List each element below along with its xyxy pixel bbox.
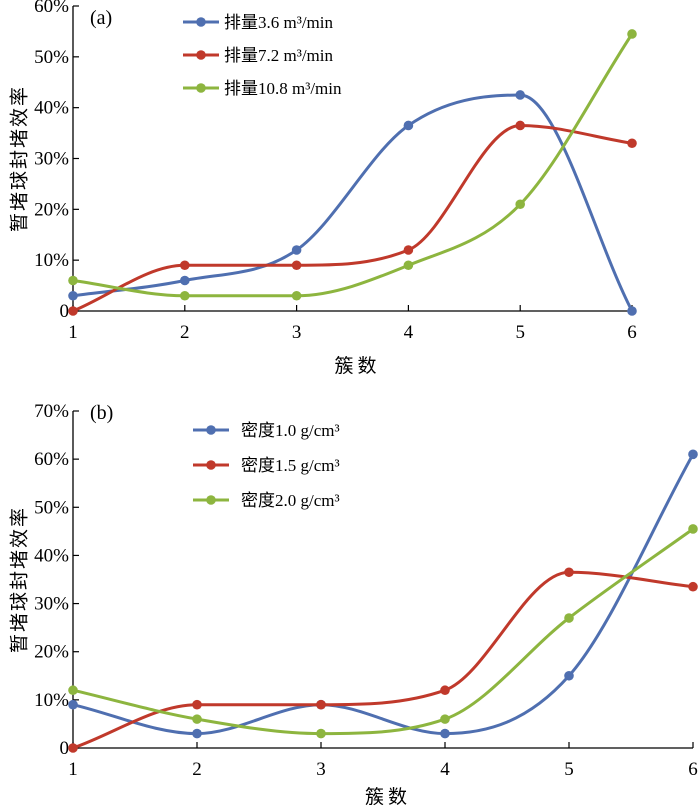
x-axis-label: 簇数 [365, 786, 411, 808]
data-point [68, 699, 78, 710]
data-point [316, 728, 326, 739]
data-point [403, 245, 414, 255]
data-point [403, 260, 414, 271]
y-tick-label: 50% [34, 47, 69, 68]
y-tick-label: 10% [34, 690, 69, 711]
x-tick-label: 6 [627, 322, 637, 343]
x-tick-label: 3 [316, 759, 326, 780]
data-point [688, 449, 698, 460]
y-tick-label: 60% [34, 0, 69, 17]
data-point [688, 581, 698, 592]
legend-marker-3 [196, 83, 206, 93]
data-point [180, 275, 190, 286]
y-tick-label: 40% [34, 98, 69, 119]
series-line-3 [71, 32, 634, 298]
data-point [68, 275, 78, 286]
legend-marker-1 [206, 425, 216, 435]
x-tick-label: 2 [180, 322, 190, 343]
y-tick-label: 0 [60, 301, 70, 322]
data-point [564, 670, 574, 681]
y-tick-label: 20% [34, 642, 69, 663]
data-point [68, 290, 78, 301]
y-tick-label: 20% [34, 199, 69, 220]
legend-label-1: 排量3.6 m³/min [224, 13, 333, 32]
x-tick-label: 4 [404, 322, 414, 343]
data-point [627, 138, 637, 149]
y-tick-label: 30% [34, 149, 69, 170]
data-point [68, 685, 78, 696]
legend-label-3: 排量10.8 m³/min [224, 79, 342, 98]
data-point [440, 714, 450, 724]
data-point [192, 714, 202, 724]
legend-marker-2 [206, 460, 216, 470]
x-tick-label: 3 [292, 322, 302, 343]
chart-panel-b: 0 10% 20% 30% 40% 50% 60% 70% 1 2 3 4 5 6 簇数 暂堵球封堵效率 (b)… [9, 401, 698, 808]
data-point [180, 260, 190, 271]
x-tick-label: 1 [68, 759, 78, 780]
chart-panel-a: 0 10% 20% 30% 40% 50% 60% 1 2 3 4 5 6 簇数 暂堵球封堵效率 (a) 排量3… [9, 0, 637, 377]
data-point [68, 743, 78, 753]
y-tick-label: 10% [34, 250, 69, 271]
x-tick-label: 5 [564, 759, 574, 780]
legend-label-3: 密度2.0 g/cm³ [241, 491, 340, 510]
x-tick-label: 5 [515, 322, 525, 343]
data-point [627, 306, 637, 316]
data-point [564, 567, 574, 578]
y-tick-label: 50% [34, 497, 69, 518]
data-point [291, 290, 302, 301]
panel-label: (a) [90, 7, 112, 29]
data-point [440, 685, 450, 696]
data-point [192, 728, 202, 739]
data-point [627, 29, 637, 39]
y-tick-label: 0 [60, 738, 70, 759]
x-tick-label: 4 [440, 759, 450, 780]
series-line-2 [71, 124, 634, 313]
data-point [515, 90, 525, 100]
data-point [515, 199, 525, 210]
x-axis-label: 簇数 [334, 355, 380, 377]
series-line-3 [71, 527, 695, 736]
y-axis-label: 暂堵球封堵效率 [9, 506, 31, 653]
data-point [316, 699, 326, 710]
x-tick-label: 6 [688, 759, 698, 780]
panel-label: (b) [90, 402, 113, 424]
legend-label-1: 密度1.0 g/cm³ [241, 421, 340, 440]
data-point [688, 524, 698, 534]
data-point [291, 245, 302, 255]
y-tick-label: 60% [34, 449, 69, 470]
data-point [68, 306, 78, 316]
x-tick-label: 1 [68, 322, 78, 343]
data-point [515, 120, 525, 131]
data-point [564, 613, 574, 623]
data-point [291, 260, 302, 271]
data-point [440, 728, 450, 739]
data-point [180, 290, 190, 301]
data-point [403, 120, 414, 131]
legend-label-2: 密度1.5 g/cm³ [241, 456, 340, 475]
y-tick-label: 40% [34, 545, 69, 566]
legend-marker-3 [206, 495, 216, 505]
series-line-2 [71, 570, 695, 750]
legend-label-2: 排量7.2 m³/min [224, 46, 333, 65]
legend-marker-1 [196, 17, 206, 27]
data-point [192, 699, 202, 710]
legend-marker-2 [196, 50, 206, 60]
x-tick-label: 2 [192, 759, 202, 780]
y-tick-label: 30% [34, 594, 69, 615]
y-axis-label: 暂堵球封堵效率 [9, 85, 31, 232]
y-tick-label: 70% [34, 401, 69, 422]
